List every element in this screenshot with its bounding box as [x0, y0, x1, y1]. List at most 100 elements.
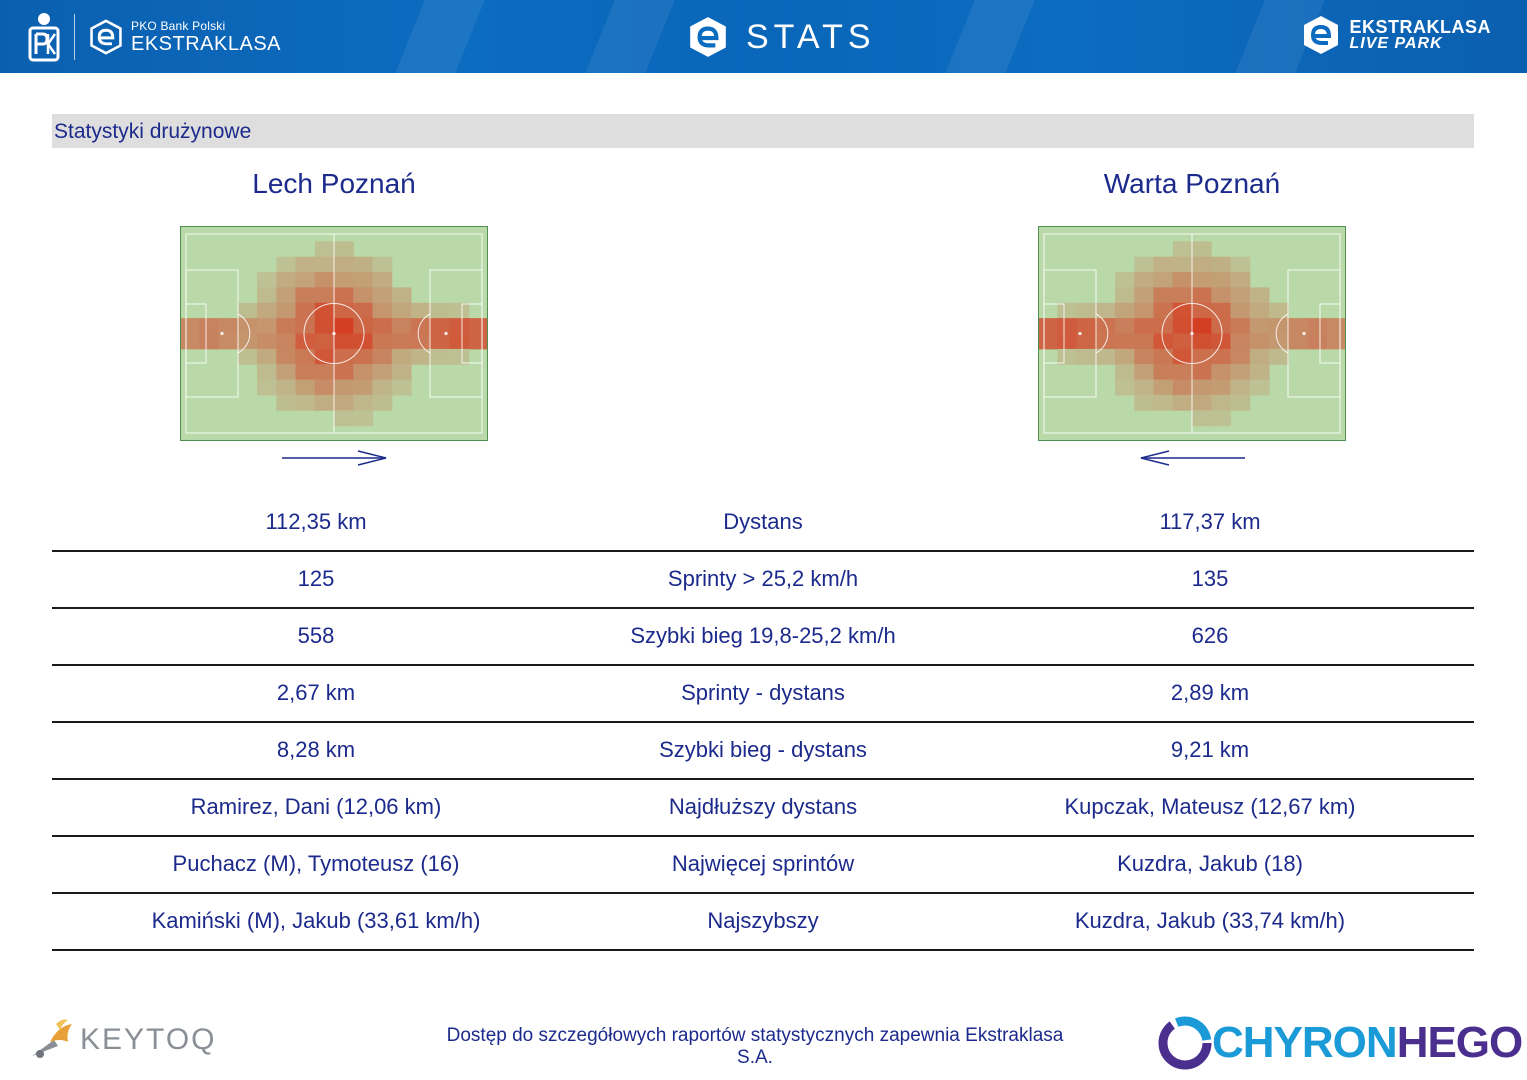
home-heat-cell	[372, 379, 393, 396]
away-heat-cell	[1057, 318, 1078, 334]
home-heat-cell	[391, 287, 412, 304]
home-heat-cell	[334, 348, 354, 365]
league-name: EKSTRAKLASA	[131, 33, 282, 55]
stat-label: Sprinty > 25,2 km/h	[667, 566, 859, 591]
away-heat-cell	[1192, 241, 1212, 258]
away-heat-cell	[1230, 333, 1251, 350]
away-heat-cell	[1192, 394, 1212, 411]
away-heat-cell	[1230, 302, 1251, 319]
away-heatmap	[1038, 226, 1346, 441]
home-heat-cell	[314, 333, 335, 350]
home-heat-cell	[257, 272, 277, 288]
home-heat-cell	[257, 333, 277, 350]
away-heat-cell	[1192, 364, 1212, 381]
home-heat-cell	[180, 318, 200, 334]
home-heat-cell	[334, 302, 354, 319]
stat-row-fast-run-distance: 8,28 km Szybki bieg - dystans 9,21 km	[52, 723, 1474, 780]
away-heat-cell	[1134, 394, 1155, 411]
away-heat-cell	[1192, 287, 1212, 304]
header-bar: PKO Bank Polski EKSTRAKLASA STATS EKSTRA…	[0, 0, 1527, 73]
away-heat-cell	[1115, 379, 1135, 396]
away-heat-cell	[1095, 302, 1116, 319]
away-heat-cell	[1134, 256, 1155, 273]
stats-table: 112,35 km Dystans 117,37 km 125 Sprinty …	[52, 495, 1474, 951]
home-heat-cell	[449, 333, 470, 350]
home-heat-cell	[276, 287, 297, 304]
away-heat-cell	[1076, 318, 1097, 334]
home-heat-cell	[180, 333, 200, 350]
home-pitch-marking	[303, 303, 365, 364]
home-heat-cell	[334, 318, 354, 334]
home-value: Kamiński (M), Jakub (33,61 km/h)	[151, 908, 481, 933]
away-pitch	[1038, 226, 1346, 441]
home-heat-cell	[372, 287, 393, 304]
away-heat-cell	[1134, 379, 1155, 396]
away-heat-cell	[1230, 287, 1251, 304]
home-heat-cell	[334, 379, 354, 396]
home-pitch	[180, 226, 488, 441]
away-value: 135	[1191, 566, 1229, 591]
stats-title-text: STATS	[746, 17, 876, 56]
arrow-left-icon	[1140, 450, 1245, 466]
away-heat-cell	[1269, 302, 1289, 319]
away-heat-cell	[1230, 364, 1251, 381]
home-heat-cell	[353, 379, 374, 396]
hego-text: HEGO	[1396, 1018, 1524, 1067]
away-heat-cell	[1326, 318, 1346, 334]
away-team-name: Warta Poznań	[1103, 168, 1281, 199]
away-heat-cell	[1172, 333, 1193, 350]
home-heat-cell	[411, 318, 431, 334]
home-heat-cell	[218, 333, 239, 350]
home-heat-cell	[411, 302, 431, 319]
away-heat-cell	[1153, 302, 1174, 319]
away-heat-cell	[1211, 272, 1232, 288]
home-heat-cell	[372, 256, 393, 273]
home-pitch-marking	[417, 313, 431, 354]
away-heat-cell	[1172, 379, 1193, 396]
chyronhego-icon	[1158, 1016, 1212, 1070]
away-heat-cell	[1230, 318, 1251, 334]
away-pitch-marking	[1161, 303, 1223, 364]
home-heat-cell	[276, 256, 297, 273]
section-title: Statystyki drużynowe	[54, 120, 252, 143]
away-heat-cell	[1230, 348, 1251, 365]
away-heat-cell	[1153, 256, 1174, 273]
home-heat-cell	[334, 364, 354, 381]
stat-row-fast-runs: 558 Szybki bieg 19,8-25,2 km/h 626	[52, 609, 1474, 666]
home-heat-cell	[468, 333, 488, 350]
home-heat-cell	[430, 333, 451, 350]
away-pitch-marking	[1319, 303, 1341, 364]
away-pitch-border	[1038, 226, 1346, 441]
home-heat-cell	[334, 256, 354, 273]
home-heat-cell	[257, 318, 277, 334]
away-heat-cell	[1153, 318, 1174, 334]
home-heat-cell	[237, 318, 258, 334]
away-pitch-marking	[1302, 331, 1306, 336]
home-heat-cell	[314, 287, 335, 304]
away-heat-cell	[1115, 364, 1135, 381]
away-heat-cell	[1095, 348, 1116, 365]
home-heat-cell	[295, 302, 316, 319]
home-pitch-marking	[237, 313, 251, 354]
keytoq-text: KEYTOQ	[80, 1023, 217, 1056]
away-heat-cell	[1249, 348, 1270, 365]
home-heat-cell	[276, 379, 297, 396]
away-pitch-marking	[1095, 313, 1109, 354]
home-heat-cell	[314, 364, 335, 381]
away-heat-cell	[1192, 272, 1212, 288]
home-heat-cell	[391, 348, 412, 365]
header-decoration	[395, 0, 485, 73]
home-heat-cell	[468, 318, 488, 334]
away-heat-cell	[1249, 333, 1270, 350]
away-heat-cell	[1076, 333, 1097, 350]
home-heat-cell	[314, 394, 335, 411]
home-heat-cell	[353, 364, 374, 381]
away-heat-cell	[1192, 333, 1212, 350]
away-heat-cell	[1172, 348, 1193, 365]
away-heat-cell	[1153, 287, 1174, 304]
home-heat-cell	[314, 348, 335, 365]
ekstraklasa-icon	[1304, 16, 1339, 54]
away-heat-cell	[1153, 364, 1174, 381]
live-park-logo: EKSTRAKLASA LIVE PARK	[1301, 14, 1491, 56]
stat-row-sprint-distance: 2,67 km Sprinty - dystans 2,89 km	[52, 666, 1474, 723]
